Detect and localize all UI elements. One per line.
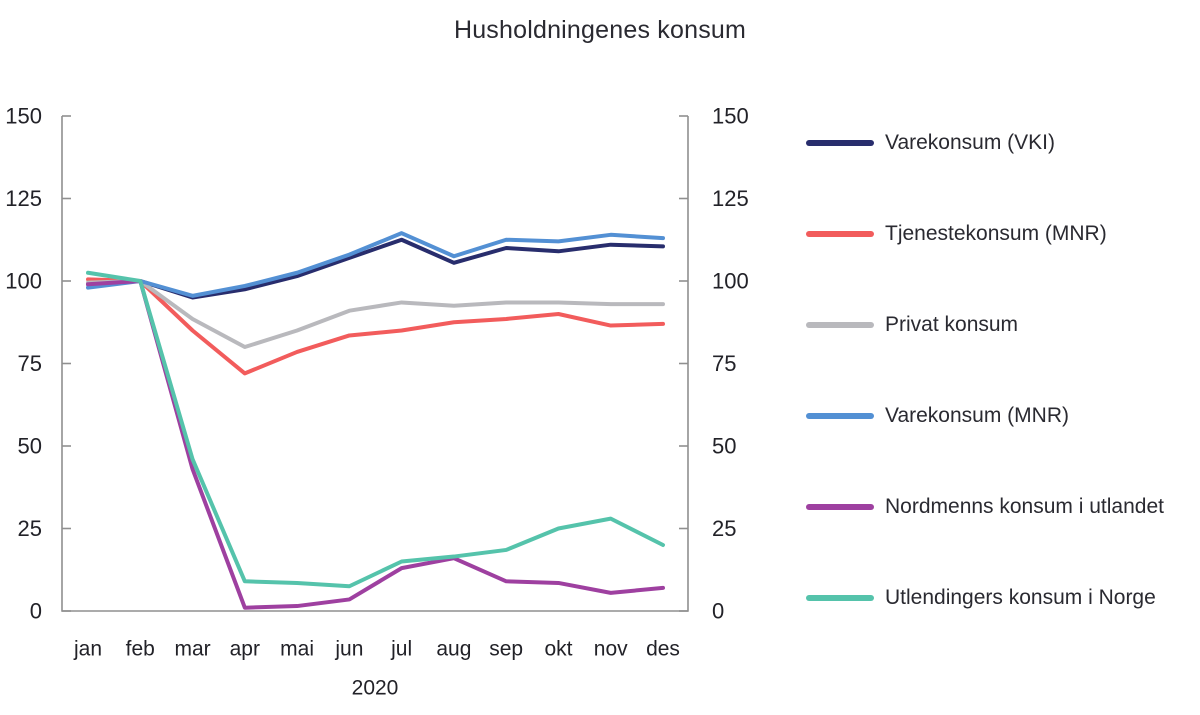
legend-label: Utlendingers konsum i Norge: [885, 585, 1156, 609]
x-axis-label: des: [646, 637, 680, 660]
legend-label: Privat konsum: [885, 312, 1019, 336]
series-line-utlendingers-konsum-i-norge: [86, 270, 665, 589]
y-axis-label-right: 125: [712, 186, 749, 211]
y-axis-label-left: 0: [30, 599, 42, 624]
legend-swatch-icon: [806, 139, 874, 146]
legend-item-tjenestekonsum-mnr: Tjenestekonsum (MNR): [806, 188, 1164, 279]
series-line-privat-konsum: [86, 279, 665, 349]
x-axis-label: mar: [174, 637, 210, 660]
y-axis-label-left: 50: [18, 434, 42, 459]
y-axis-label-left: 100: [5, 269, 42, 294]
y-axis-label-right: 0: [712, 599, 724, 624]
legend-swatch-icon: [806, 321, 874, 328]
legend-item-utlendingers-konsum-i-norge: Utlendingers konsum i Norge: [806, 552, 1164, 643]
legend-item-privat-konsum: Privat konsum: [806, 279, 1164, 370]
y-axis-label-right: 100: [712, 269, 749, 294]
legend-item-varekonsum-mnr: Varekonsum (MNR): [806, 370, 1164, 461]
x-axis-label: nov: [594, 637, 628, 660]
y-axis-label-left: 25: [18, 516, 42, 541]
legend-swatch-icon: [806, 503, 874, 510]
x-axis-label: jul: [390, 637, 412, 660]
axis-frame: [61, 116, 689, 612]
legend-label: Varekonsum (VKI): [885, 130, 1055, 154]
x-axis-label: jan: [73, 637, 102, 660]
legend-label: Varekonsum (MNR): [885, 403, 1069, 427]
x-axis-label: okt: [544, 637, 572, 660]
x-axis-label: aug: [436, 637, 471, 660]
legend: Varekonsum (VKI) Tjenestekonsum (MNR) Priv…: [806, 97, 1164, 643]
legend-label: Nordmenns konsum i utlandet: [885, 494, 1164, 518]
chart-title: Husholdningenes konsum: [453, 16, 747, 44]
y-axis-label-left: 125: [5, 186, 42, 211]
series-line-tjenestekonsum-mnr: [86, 277, 665, 376]
x-axis-label: apr: [230, 637, 260, 660]
y-axis-label-right: 75: [712, 351, 736, 376]
legend-swatch-icon: [806, 412, 874, 419]
x-axis-title: 2020: [352, 676, 399, 699]
legend-swatch-icon: [806, 594, 874, 601]
legend-label: Tjenestekonsum (MNR): [885, 221, 1107, 245]
y-axis-label-right: 150: [712, 104, 749, 129]
x-axis-label: mai: [280, 637, 314, 660]
x-axis-label: jun: [334, 637, 363, 660]
y-axis-label-right: 25: [712, 516, 736, 541]
series-line-varekonsum-mnr: [86, 231, 665, 298]
y-axis-label-left: 150: [5, 104, 42, 129]
legend-item-varekonsum-vki: Varekonsum (VKI): [806, 97, 1164, 188]
legend-item-nordmenns-konsum-i-utlandet: Nordmenns konsum i utlandet: [806, 461, 1164, 552]
y-axis-label-right: 50: [712, 434, 736, 459]
series-line-nordmenns-konsum-i-utlandet: [86, 279, 665, 610]
y-axis-label-left: 75: [18, 351, 42, 376]
x-axis-label: feb: [126, 637, 155, 660]
legend-swatch-icon: [806, 230, 874, 237]
x-axis-label: sep: [489, 637, 523, 660]
